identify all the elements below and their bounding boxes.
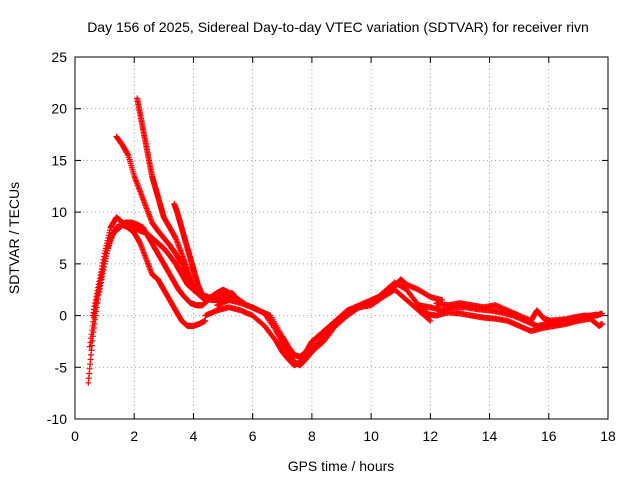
data-point [599, 320, 606, 327]
y-tick-label: 15 [51, 152, 67, 168]
y-axis-label: SDTVAR / TECUs [6, 182, 22, 294]
y-tick-label: 5 [59, 256, 67, 272]
x-tick-labels: 0 2 4 6 8 10 12 14 16 18 [71, 428, 616, 444]
x-tick-label: 12 [423, 428, 439, 444]
series-arc-k [421, 309, 606, 335]
data-point [427, 317, 434, 324]
x-axis-label: GPS time / hours [288, 458, 395, 474]
plot-frame [74, 56, 609, 420]
y-tick-label: 20 [51, 101, 67, 117]
series-arc-i [220, 276, 446, 360]
x-tick-label: 10 [363, 428, 379, 444]
x-tick-label: 4 [190, 428, 198, 444]
x-tick-label: 16 [541, 428, 557, 444]
data-point [426, 316, 433, 323]
y-tick-label: -10 [47, 411, 67, 427]
x-tick-label: 14 [482, 428, 498, 444]
x-tick-label: 2 [130, 428, 138, 444]
y-tick-label: 25 [51, 49, 67, 65]
x-tick-label: 0 [71, 428, 79, 444]
data-points [85, 95, 606, 386]
data-point [202, 317, 209, 324]
chart-title: Day 156 of 2025, Sidereal Day-to-day VTE… [87, 19, 589, 35]
x-tick-label: 6 [249, 428, 257, 444]
y-tick-label: 0 [59, 308, 67, 324]
data-point [593, 311, 600, 318]
series-arc-l [433, 300, 600, 324]
x-tick-label: 18 [600, 428, 616, 444]
y-tick-label: 10 [51, 204, 67, 220]
y-tick-labels: -10 -5 0 5 10 15 20 25 [47, 49, 67, 427]
y-tick-label: -5 [55, 359, 68, 375]
x-tick-label: 8 [308, 428, 316, 444]
